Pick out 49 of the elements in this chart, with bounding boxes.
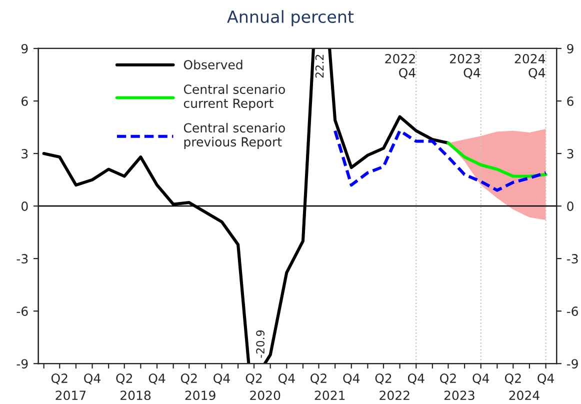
y-tick-label: -3 <box>16 254 28 264</box>
text: 2022 <box>380 390 410 400</box>
annotation: 22.2 <box>315 54 324 78</box>
x-tick-label: Q2 <box>116 374 132 384</box>
y-tick-label: 3 <box>22 148 28 158</box>
y-tick-label: 9 <box>21 44 28 54</box>
legend-label: Central scenario previous Report <box>184 122 285 150</box>
x-tick-label: Q4 <box>472 374 490 384</box>
x-tick-label: Q2 <box>51 374 68 384</box>
y2-tick-label: 9 <box>567 44 574 54</box>
x-tick-label: Q2 <box>375 374 392 384</box>
chart-title: Annual percent <box>227 10 354 26</box>
text: 2024 <box>509 390 540 400</box>
text: 2019 <box>185 390 216 400</box>
text: 2018 <box>120 390 151 400</box>
y-tick-label: -6 <box>16 306 28 316</box>
y2-tick-label: 0 <box>567 202 574 211</box>
x-tick-label: Q4 <box>343 374 360 384</box>
text: 2017 <box>56 390 86 400</box>
x-tick-label: Q2 <box>504 374 521 384</box>
legend-label: Observed <box>184 60 242 70</box>
text: 2021 <box>314 390 345 400</box>
x-tick-label: Q4 <box>148 374 166 384</box>
ref-line-label: 2023 Q4 <box>450 54 480 79</box>
y2-tick-label: -9 <box>566 359 578 369</box>
ref-line-label: 2022 Q4 <box>385 54 416 79</box>
x-tick-label: Q4 <box>84 374 100 384</box>
x-tick-label: Q2 <box>310 374 326 384</box>
x-tick-label: Q2 <box>180 374 197 384</box>
x-tick-label: Q4 <box>214 374 230 384</box>
text: 2020 <box>250 390 280 400</box>
annotation: -20.9 <box>256 330 265 358</box>
y2-tick-label: 6 <box>567 96 574 106</box>
y-tick-label: 0 <box>21 202 28 211</box>
x-tick-label: Q2 <box>440 374 456 384</box>
x-tick-label: Q4 <box>278 374 295 384</box>
line-series <box>446 141 548 178</box>
y2-tick-label: -6 <box>566 306 578 316</box>
legend-label: Central scenario current Report <box>184 84 285 110</box>
x-tick-label: Q2 <box>246 374 262 384</box>
x-tick-label: Q4 <box>538 374 554 384</box>
line-series <box>334 129 548 192</box>
ref-line-label: 2024 Q4 <box>514 54 546 79</box>
y-tick-label: -9 <box>16 359 28 369</box>
text: 2023 <box>444 390 474 400</box>
y2-tick-label: -3 <box>566 254 578 264</box>
y2-tick-label: 3 <box>567 148 574 158</box>
y-tick-label: 6 <box>22 96 28 106</box>
x-tick-label: Q4 <box>408 374 424 384</box>
